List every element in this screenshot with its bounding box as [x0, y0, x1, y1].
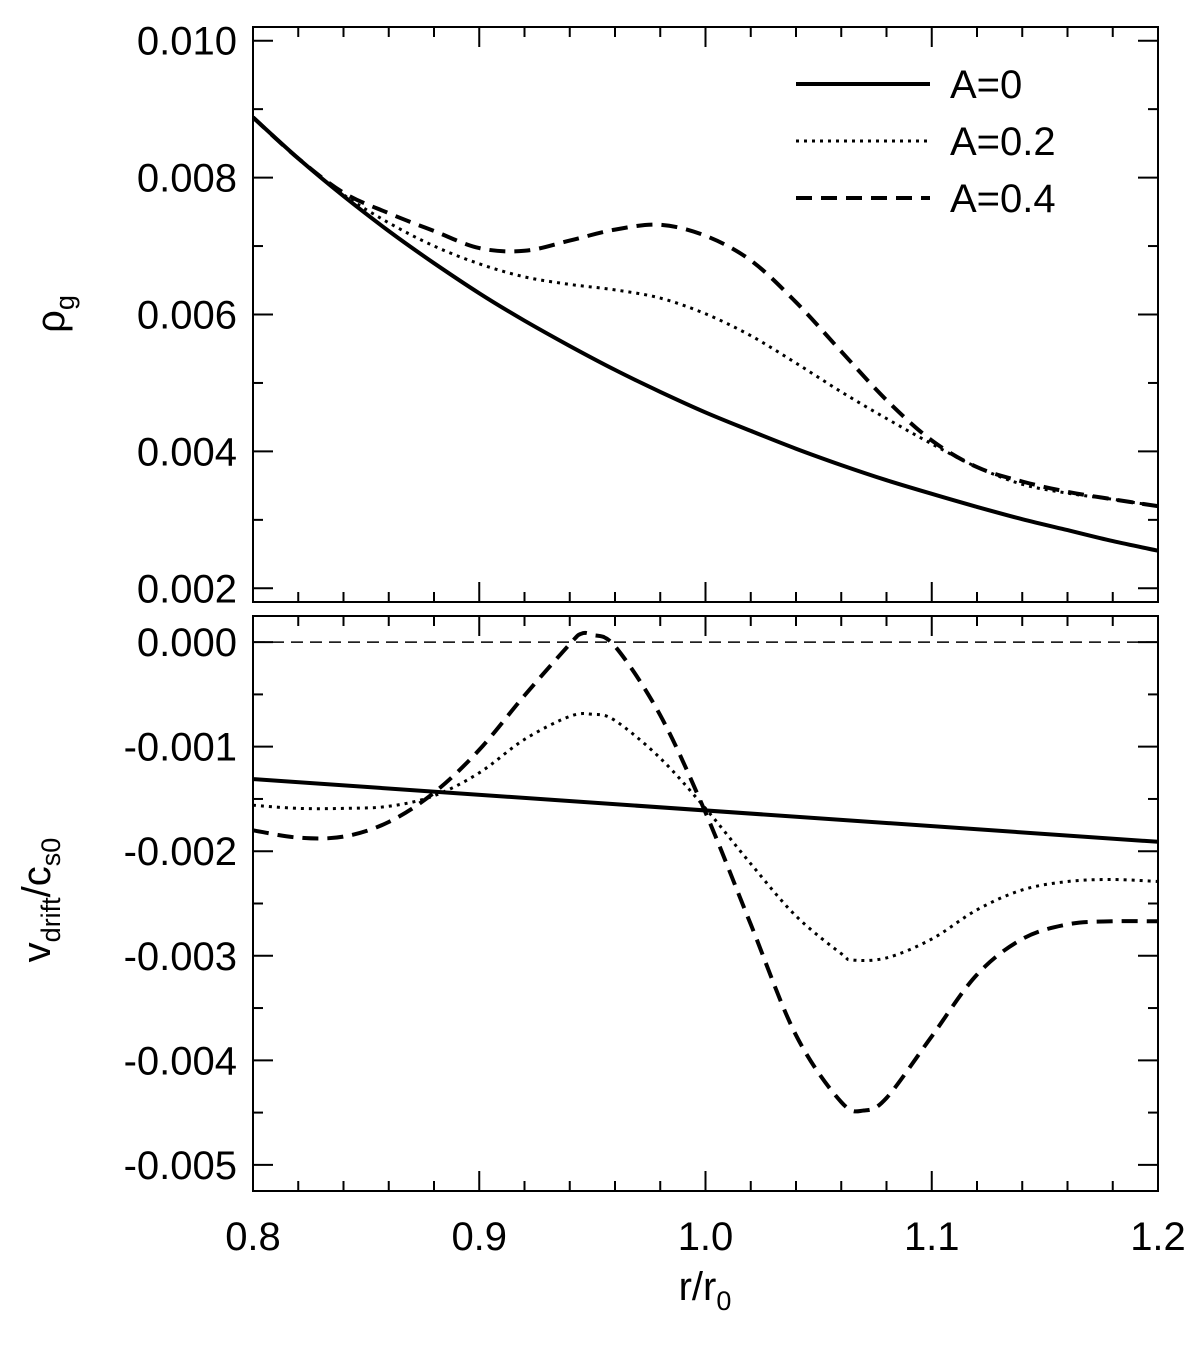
x-tick-label: 0.8 — [225, 1215, 281, 1259]
x-axis-label: r/r0 — [679, 1265, 732, 1316]
y-tick-label: -0.002 — [124, 830, 237, 874]
density-x-ticks — [252, 27, 1159, 602]
y-tick-label: 0.004 — [137, 430, 237, 474]
y-tick-label: 0.002 — [137, 567, 237, 611]
y-tick-label: -0.001 — [124, 726, 237, 770]
drift-curves — [253, 630, 1158, 1114]
x-tick-label: 0.9 — [451, 1215, 507, 1259]
x-tick-label: 1.0 — [678, 1215, 734, 1259]
drift-y-ticks: -0.005 -0.004 -0.003 -0.002 -0.001 0.000 — [124, 621, 1158, 1188]
x-tick-label: 1.2 — [1130, 1215, 1186, 1259]
series-line-a-0-4 — [253, 115, 1158, 509]
legend-label: A=0.4 — [950, 177, 1056, 221]
y-tick-label: -0.005 — [124, 1144, 237, 1188]
drift-plot-frame — [252, 615, 1159, 1192]
legend: A=0 A=0.2 A=0.4 — [796, 63, 1056, 221]
drift-x-ticks: 0.8 0.9 1.0 1.1 1.2 — [225, 616, 1186, 1259]
legend-label: A=0 — [950, 63, 1022, 107]
y-tick-label: 0.006 — [137, 294, 237, 338]
y-tick-label: 0.000 — [137, 621, 237, 665]
density-curves — [253, 115, 1158, 553]
series-line-a-0-2 — [253, 116, 1158, 508]
series-line-a-0-2 — [253, 712, 1158, 963]
series-line-a-0-4 — [253, 630, 1158, 1114]
series-line-a-0 — [253, 115, 1158, 553]
density-y-axis-label: ρg — [29, 295, 80, 333]
y-tick-label: 0.008 — [137, 157, 237, 201]
y-tick-label: 0.010 — [137, 20, 237, 64]
density-y-ticks: 0.002 0.004 0.006 0.008 0.010 — [137, 20, 1158, 611]
y-tick-label: -0.003 — [124, 935, 237, 979]
drift-y-axis-label: vdrift/cs0 — [15, 838, 66, 963]
y-tick-label: -0.004 — [124, 1039, 237, 1083]
legend-label: A=0.2 — [950, 120, 1056, 164]
x-tick-label: 1.1 — [904, 1215, 960, 1259]
